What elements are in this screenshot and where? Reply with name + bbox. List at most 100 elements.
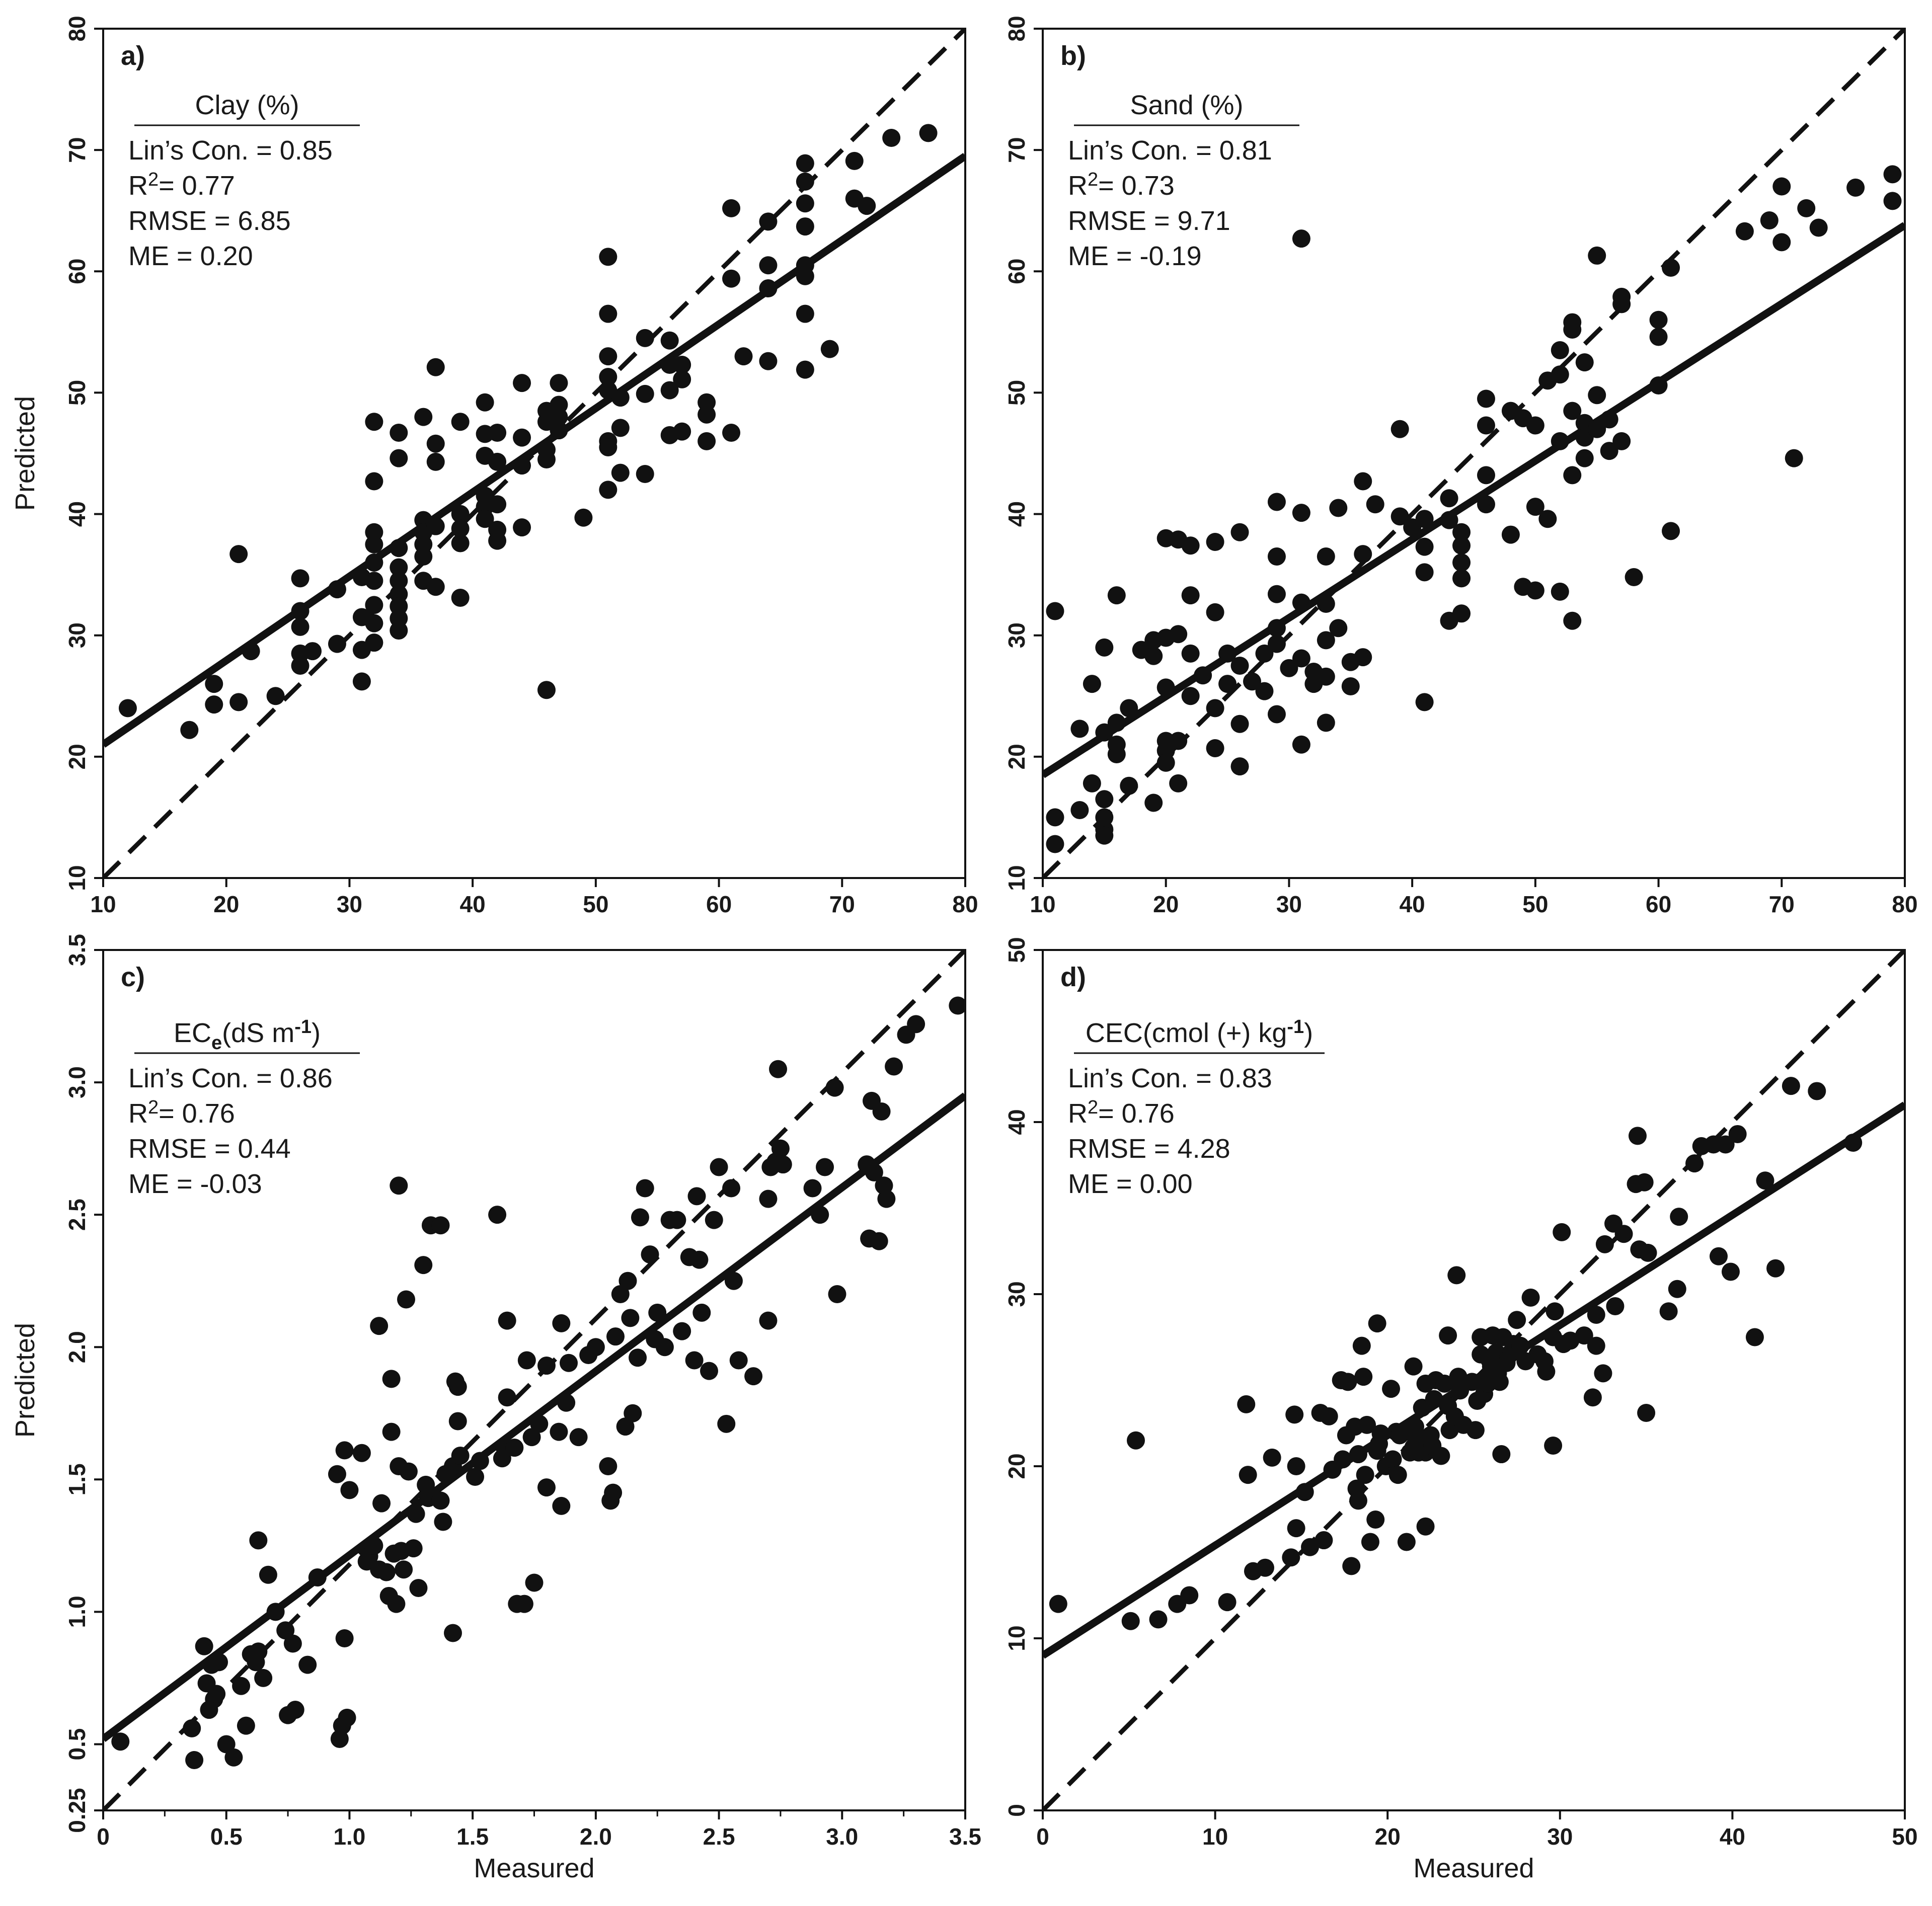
x-tick-label: 70 — [1769, 891, 1795, 917]
data-point — [1553, 1223, 1571, 1241]
data-point — [724, 1272, 743, 1290]
data-point — [619, 1272, 637, 1290]
data-point — [1218, 675, 1237, 693]
data-point — [1477, 495, 1495, 514]
stat-line-part: R — [128, 1098, 148, 1129]
data-point — [1230, 657, 1249, 675]
data-point — [1537, 1362, 1556, 1381]
data-point — [1551, 582, 1569, 601]
data-point — [1046, 835, 1064, 853]
y-tick-label: 30 — [1003, 1281, 1030, 1307]
data-point — [1334, 1450, 1352, 1469]
data-point — [414, 547, 433, 566]
data-point — [382, 1422, 401, 1441]
data-point — [1639, 1243, 1657, 1262]
stat-line-part: = 0.77 — [159, 171, 235, 201]
data-point — [1292, 649, 1310, 668]
stat-line: Lin’s Con. = 0.86 — [128, 1063, 333, 1093]
y-tick-label: 0 — [1003, 1804, 1030, 1817]
data-point — [1315, 1531, 1333, 1550]
y-tick-label: 3.0 — [64, 1066, 90, 1098]
x-tick-label: 2.0 — [580, 1823, 612, 1850]
data-point — [451, 505, 470, 523]
data-point — [283, 1634, 302, 1653]
y-tick-label: 30 — [1003, 622, 1030, 648]
data-point — [476, 393, 494, 412]
y-tick-label: 70 — [64, 137, 90, 163]
data-point — [1463, 1373, 1482, 1391]
data-point — [621, 1309, 640, 1327]
data-point — [1218, 644, 1237, 663]
data-point — [335, 1629, 354, 1647]
data-point — [1083, 774, 1101, 792]
data-point — [409, 1579, 428, 1598]
data-point — [1121, 1612, 1140, 1630]
data-point — [1144, 793, 1163, 812]
data-point — [1230, 523, 1249, 541]
variable-title-part: e — [211, 1033, 222, 1054]
data-point — [759, 1311, 778, 1330]
data-point — [668, 1211, 686, 1229]
data-point — [1354, 1368, 1373, 1386]
stat-line: ME = -0.19 — [1068, 241, 1202, 271]
data-point — [569, 1428, 588, 1447]
data-point — [1415, 563, 1434, 582]
data-point — [1612, 432, 1631, 450]
data-point — [185, 1751, 204, 1770]
data-point — [537, 1357, 556, 1375]
y-tick-label: 3.5 — [64, 934, 90, 966]
data-point — [407, 1504, 425, 1523]
y-axis-title: Predicted — [10, 396, 40, 511]
data-point — [1649, 376, 1668, 394]
data-point — [525, 1573, 544, 1592]
data-point — [1349, 1491, 1367, 1510]
data-point — [877, 1189, 896, 1208]
data-point — [1612, 295, 1631, 313]
data-point — [1728, 1125, 1747, 1143]
data-point — [365, 472, 383, 491]
data-point — [365, 596, 383, 614]
data-point — [816, 1158, 834, 1176]
stat-line-part: RMSE = 9.71 — [1068, 206, 1230, 236]
data-point — [249, 1531, 268, 1550]
data-point — [1339, 1373, 1357, 1391]
data-point — [660, 331, 679, 350]
data-point — [1668, 1280, 1686, 1298]
data-point — [1521, 1288, 1540, 1307]
x-tick-label: 70 — [829, 891, 855, 917]
data-point — [1329, 499, 1348, 517]
data-point — [907, 1015, 925, 1034]
data-point — [949, 996, 965, 1015]
data-point — [1239, 1466, 1257, 1484]
data-point — [328, 634, 346, 653]
data-point — [690, 1250, 709, 1269]
y-tick-label: 50 — [1003, 937, 1030, 963]
variable-title-part: EC — [174, 1018, 211, 1048]
data-point — [1230, 757, 1249, 776]
x-tick-label: 1.0 — [333, 1823, 365, 1850]
data-point — [673, 422, 691, 441]
data-point — [1772, 177, 1791, 196]
data-point — [1508, 1311, 1526, 1329]
variable-title-part: (dS m — [222, 1018, 294, 1048]
data-point — [426, 452, 445, 471]
x-tick-label: 0.5 — [210, 1823, 243, 1850]
data-point — [687, 1187, 706, 1206]
data-point — [488, 495, 507, 514]
data-point — [414, 1256, 433, 1275]
data-point — [1107, 586, 1126, 605]
data-point — [1256, 1558, 1274, 1577]
data-point — [1477, 389, 1495, 408]
data-point — [828, 1285, 846, 1303]
panel-letter: d) — [1060, 962, 1086, 992]
data-point — [404, 1539, 423, 1558]
data-point — [550, 1422, 568, 1441]
data-point — [882, 129, 901, 147]
data-point — [1120, 699, 1138, 718]
data-point — [1349, 1445, 1367, 1464]
data-point — [426, 517, 445, 535]
data-point — [1628, 1127, 1647, 1145]
data-point — [118, 699, 137, 718]
data-point — [722, 424, 741, 442]
data-point — [599, 481, 617, 499]
